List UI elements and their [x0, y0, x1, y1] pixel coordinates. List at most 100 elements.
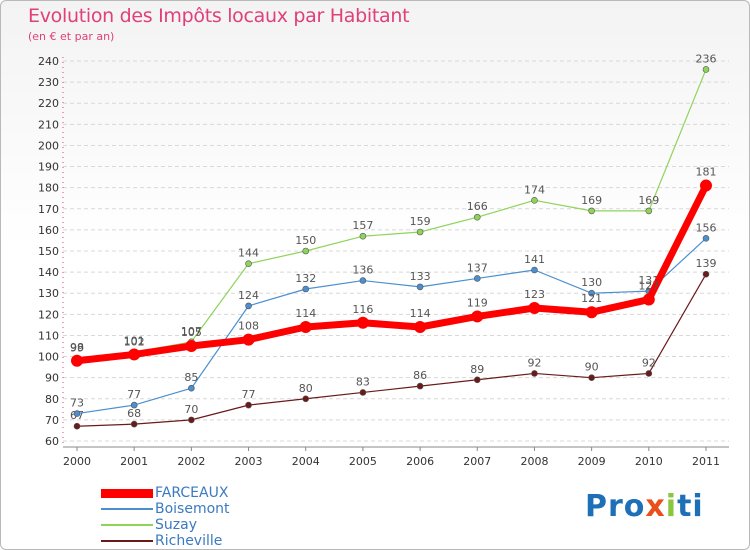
data-point-richeville	[245, 401, 252, 409]
data-label-boisemont: 124	[238, 289, 259, 302]
data-label-richeville: 83	[356, 375, 370, 388]
chart-title: Evolution des Impôts locaux par Habitant	[28, 5, 410, 27]
data-label-farceaux: 108	[238, 320, 259, 333]
data-label-farceaux: 123	[524, 288, 545, 301]
data-label-suzay: 174	[524, 183, 545, 196]
data-label-boisemont: 85	[184, 371, 198, 384]
legend-item-boisemont: Boisemont	[101, 501, 361, 517]
data-point-richeville	[645, 370, 653, 377]
y-tick-label: 160	[38, 224, 59, 237]
data-point-richeville	[416, 382, 424, 390]
legend-item-farceaux: FARCEAUX	[101, 485, 361, 501]
data-label-richeville: 92	[642, 356, 656, 369]
legend-swatch-boisemont	[101, 508, 153, 510]
legend-label-richeville: Richeville	[155, 533, 223, 549]
data-label-suzay: 236	[696, 52, 717, 65]
data-label-boisemont: 132	[295, 272, 316, 285]
y-tick-label: 170	[38, 203, 59, 216]
data-point-farceaux	[700, 179, 712, 192]
data-label-suzay: 144	[238, 247, 259, 260]
data-point-farceaux	[471, 310, 484, 323]
data-point-farceaux	[185, 340, 198, 352]
data-label-richeville: 77	[242, 388, 256, 401]
data-label-farceaux: 114	[410, 307, 431, 320]
data-label-suzay: 102	[124, 335, 145, 348]
x-tick-label: 2001	[120, 455, 148, 468]
y-tick-label: 150	[38, 245, 59, 258]
data-label-boisemont: 133	[410, 270, 431, 283]
data-point-suzay	[473, 213, 481, 221]
data-point-farceaux	[414, 321, 427, 333]
y-tick-label: 100	[38, 351, 59, 364]
legend-label-suzay: Suzay	[155, 517, 197, 533]
data-label-richeville: 68	[127, 407, 141, 420]
y-tick-label: 70	[45, 414, 59, 427]
data-point-boisemont	[359, 277, 367, 284]
x-tick-label: 2002	[177, 455, 205, 468]
data-label-farceaux: 98	[70, 341, 84, 354]
data-point-suzay	[359, 232, 367, 240]
data-point-richeville	[588, 374, 595, 381]
y-tick-label: 140	[38, 266, 59, 279]
y-tick-label: 80	[45, 393, 59, 406]
y-tick-label: 240	[38, 55, 59, 68]
y-tick-label: 110	[38, 329, 59, 342]
x-tick-label: 2008	[520, 455, 548, 468]
data-label-boisemont: 141	[524, 253, 545, 266]
legend-item-richeville: Richeville	[101, 533, 361, 549]
x-tick-label: 2000	[63, 455, 91, 468]
legend-item-suzay: Suzay	[101, 517, 361, 533]
data-label-richeville: 90	[585, 361, 599, 374]
series-line-suzay	[76, 68, 707, 360]
data-point-richeville	[302, 395, 310, 403]
data-point-farceaux	[299, 321, 312, 333]
data-label-farceaux: 116	[352, 303, 373, 316]
x-tick-label: 2004	[292, 455, 320, 468]
y-tick-label: 180	[38, 182, 59, 195]
data-label-suzay: 157	[352, 219, 373, 232]
data-point-suzay	[645, 207, 653, 215]
data-label-farceaux: 114	[295, 307, 316, 320]
data-point-richeville	[73, 422, 81, 430]
x-tick-label: 2003	[235, 455, 263, 468]
data-label-richeville: 80	[299, 382, 313, 395]
data-point-boisemont	[302, 285, 310, 293]
legend-swatch-suzay	[101, 524, 153, 526]
legend-label-boisemont: Boisemont	[155, 501, 230, 517]
data-point-boisemont	[130, 401, 138, 409]
legend-swatch-richeville	[101, 540, 153, 542]
y-tick-label: 200	[38, 139, 59, 152]
data-label-suzay: 166	[467, 200, 488, 213]
data-point-boisemont	[245, 302, 252, 310]
data-label-farceaux: 119	[467, 296, 488, 309]
data-label-boisemont: 136	[352, 264, 373, 277]
data-point-richeville	[473, 376, 481, 384]
data-point-farceaux	[242, 333, 255, 346]
data-label-richeville: 70	[184, 403, 198, 416]
data-point-richeville	[531, 370, 538, 377]
x-tick-label: 2010	[635, 455, 663, 468]
data-label-boisemont: 156	[696, 221, 717, 234]
data-point-richeville	[188, 416, 195, 424]
data-label-suzay: 169	[638, 194, 659, 207]
y-tick-label: 130	[38, 287, 59, 300]
data-label-suzay: 169	[581, 194, 602, 207]
data-point-suzay	[531, 197, 538, 204]
data-label-suzay: 107	[181, 325, 202, 338]
data-point-boisemont	[188, 384, 195, 392]
series-line-farceaux	[73, 182, 710, 365]
y-tick-label: 190	[38, 161, 59, 174]
data-label-farceaux: 105	[181, 326, 202, 339]
data-label-suzay: 99	[70, 342, 84, 355]
data-label-farceaux: 181	[696, 166, 717, 179]
data-point-richeville	[702, 270, 710, 278]
data-point-boisemont	[588, 289, 595, 297]
y-tick-label: 210	[38, 118, 59, 131]
proxiti-logo: Proxiti	[585, 489, 704, 524]
data-point-farceaux	[642, 293, 655, 306]
data-label-suzay: 150	[295, 234, 316, 247]
y-tick-label: 60	[45, 435, 59, 448]
data-point-richeville	[359, 389, 367, 396]
y-tick-label: 120	[38, 308, 59, 321]
